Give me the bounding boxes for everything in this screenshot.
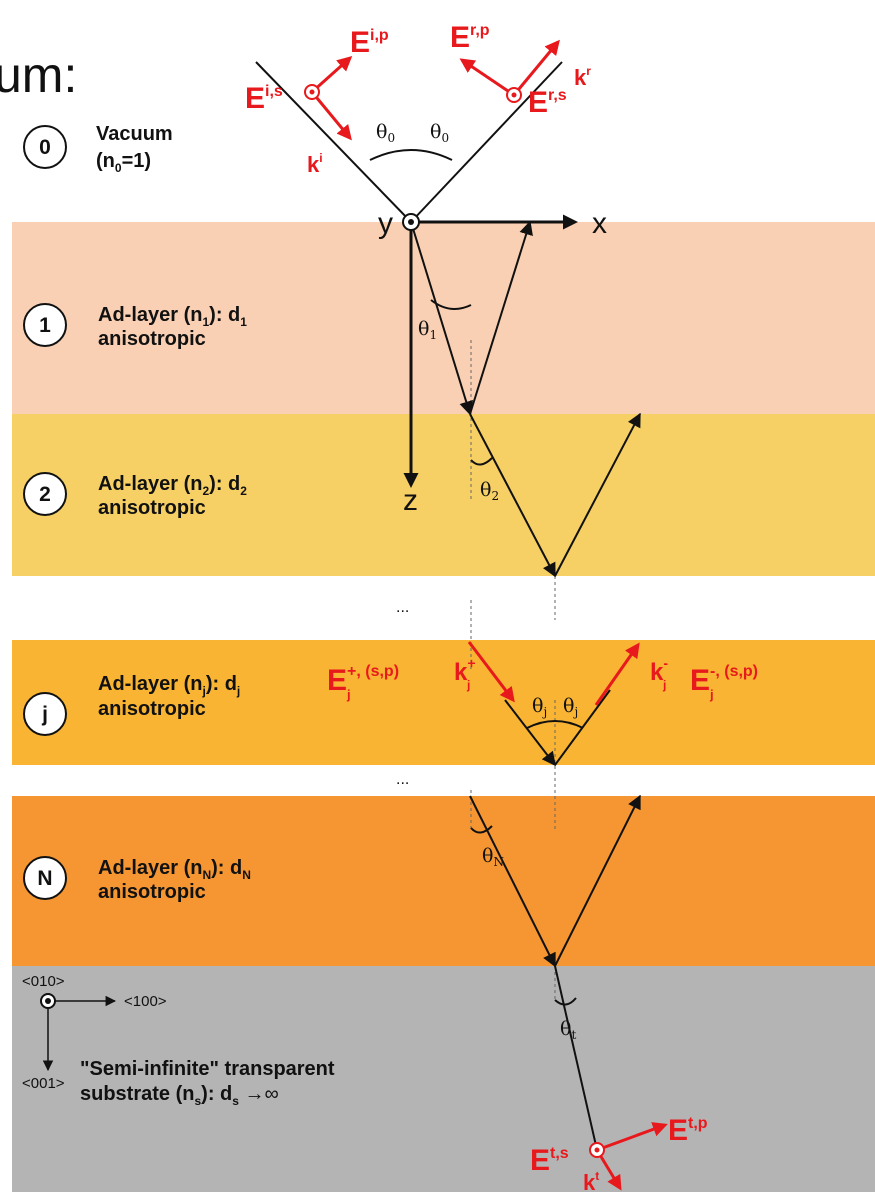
- axis-x-label: x: [592, 207, 607, 240]
- svg-text:"Semi-infinite" transparent: "Semi-infinite" transparent: [80, 1058, 335, 1080]
- svg-text:j: j: [709, 687, 714, 702]
- layer-N-legend: N Ad-layer (nN): dN anisotropic: [23, 856, 251, 903]
- layer-j-band: [12, 640, 875, 765]
- svg-text:Ad-layer (nj): dj: Ad-layer (nj): dj: [98, 673, 240, 698]
- svg-text:Ad-layer (n2): d2: Ad-layer (n2): d2: [98, 473, 247, 498]
- svg-text:anisotropic: anisotropic: [98, 328, 206, 350]
- svg-text:anisotropic: anisotropic: [98, 497, 206, 519]
- layer-0-legend: 0 Vacuum (n0=1): [23, 123, 173, 175]
- ellipsis-2: ...: [396, 771, 409, 788]
- E-rp-label: Er,p: [450, 21, 490, 54]
- svg-text:anisotropic: anisotropic: [98, 698, 206, 720]
- k-j-plus-label: k+: [454, 655, 476, 686]
- svg-text:N: N: [37, 867, 52, 890]
- svg-text:j: j: [466, 678, 470, 692]
- svg-text:2: 2: [39, 483, 51, 506]
- theta-1: θ1: [418, 318, 437, 342]
- layer-1-band: [12, 222, 875, 414]
- svg-text:0: 0: [39, 136, 51, 159]
- layer-N-band: [12, 796, 875, 966]
- theta-0-right: θ0: [430, 121, 449, 145]
- E-j-plus-label: E+, (s,p): [327, 663, 399, 697]
- E-is-label: Ei,s: [245, 82, 283, 115]
- internal-rays: [410, 220, 641, 1151]
- E-tp-label: Et,p: [668, 1114, 708, 1147]
- svg-text:j: j: [41, 703, 48, 726]
- theta-0-left: θ0: [376, 121, 395, 145]
- axis-z-label: z: [403, 484, 418, 517]
- svg-text:Ad-layer (nN): dN: Ad-layer (nN): dN: [98, 857, 251, 882]
- svg-text:j: j: [662, 678, 666, 692]
- theta-j-left: θj: [532, 695, 547, 719]
- svg-text:Ad-layer (n1): d1: Ad-layer (n1): d1: [98, 304, 247, 329]
- crystal-axes: <010> <100> <001>: [22, 973, 167, 1092]
- substrate-legend: "Semi-infinite" transparent substrate (n…: [80, 1058, 335, 1108]
- svg-text:anisotropic: anisotropic: [98, 881, 206, 903]
- k-r-label: kr: [574, 64, 591, 90]
- svg-text:<001>: <001>: [22, 1075, 65, 1092]
- vacuum-rays: [255, 61, 563, 223]
- theta-2: θ2: [480, 479, 499, 503]
- substrate-band: [12, 966, 875, 1192]
- header-fragment: um:: [0, 47, 77, 103]
- layer-j-rays: [504, 689, 611, 767]
- svg-text:Vacuum: Vacuum: [96, 123, 173, 145]
- layer-2-band: [12, 414, 875, 576]
- svg-text:1: 1: [39, 314, 51, 337]
- k-t-label: kt: [583, 1169, 599, 1192]
- theta-j-right: θj: [563, 695, 578, 719]
- svg-text:<010>: <010>: [22, 973, 65, 990]
- E-ts-label: Et,s: [530, 1144, 569, 1177]
- layer-j-legend: j Ad-layer (nj): dj anisotropic: [23, 673, 240, 736]
- E-ip-label: Ei,p: [350, 26, 389, 59]
- theta-t: θt: [560, 1018, 576, 1042]
- k-i-label: ki: [307, 151, 323, 177]
- layer-2-legend: 2 Ad-layer (n2): d2 anisotropic: [23, 472, 247, 519]
- coordinate-axes: [403, 214, 578, 488]
- k-j-minus-label: k-: [650, 655, 668, 686]
- layer-1-legend: 1 Ad-layer (n1): d1 anisotropic: [23, 303, 247, 350]
- svg-text:<100>: <100>: [124, 993, 167, 1010]
- theta-N: θN: [482, 845, 504, 869]
- svg-text:(n0=1): (n0=1): [96, 150, 151, 175]
- ellipsis-1: ...: [396, 599, 409, 616]
- svg-text:substrate (ns): ds →∞: substrate (ns): ds →∞: [80, 1083, 279, 1108]
- axis-y-label: y: [378, 207, 393, 240]
- E-rs-label: Er,s: [528, 86, 567, 119]
- E-j-minus-label: E-, (s,p): [690, 663, 758, 697]
- svg-text:j: j: [346, 687, 351, 702]
